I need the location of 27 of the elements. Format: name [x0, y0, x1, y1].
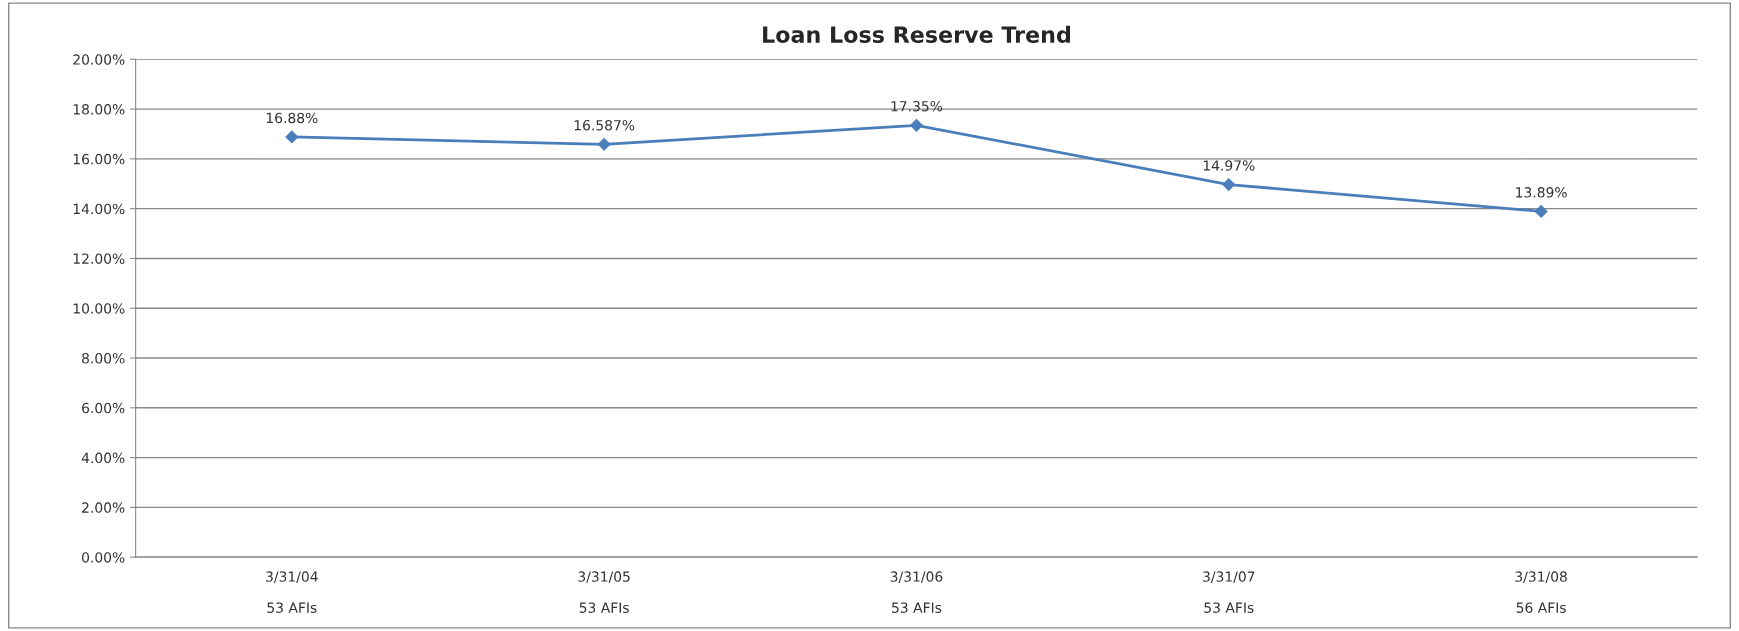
y-tick-label: 16.00% [73, 153, 125, 165]
data-label: 14.97% [1203, 160, 1255, 171]
category-label: 3/31/08 56 AFIs [1515, 571, 1567, 613]
chart-title: Loan Loss Reserve Trend [763, 25, 1070, 43]
y-tick-label: 8.00% [82, 353, 125, 364]
category-label: 3/31/06 53 AFIs [890, 571, 943, 613]
point [1534, 205, 1548, 218]
y-tick-label: 6.00% [82, 402, 125, 414]
y-tick-label: 4.00% [81, 452, 125, 464]
point [597, 137, 611, 151]
data-label: 16.88% [266, 112, 318, 124]
category-label: 3/31/04 53 AFIs [266, 571, 318, 613]
category-label: 3/31/07 53 AFIs [1203, 571, 1255, 613]
y-tick-label: 18.00% [73, 104, 125, 115]
point [910, 118, 923, 132]
data-label: 16.587% [574, 119, 635, 131]
y-tick-label: 14.00% [73, 203, 125, 215]
point [1222, 178, 1236, 191]
y-tick-label: 20.00% [73, 54, 125, 65]
y-tick-label: 12.00% [73, 253, 125, 264]
data-label: 13.89% [1516, 187, 1567, 198]
y-tick-label: 2.00% [82, 502, 125, 513]
point [285, 130, 299, 144]
y-tick-label: 0.00% [82, 552, 125, 563]
data-label: 17.35% [891, 100, 943, 112]
category-label: 3/31/05 53 AFIs [578, 571, 630, 613]
y-tick-label: 10.00% [73, 303, 125, 314]
